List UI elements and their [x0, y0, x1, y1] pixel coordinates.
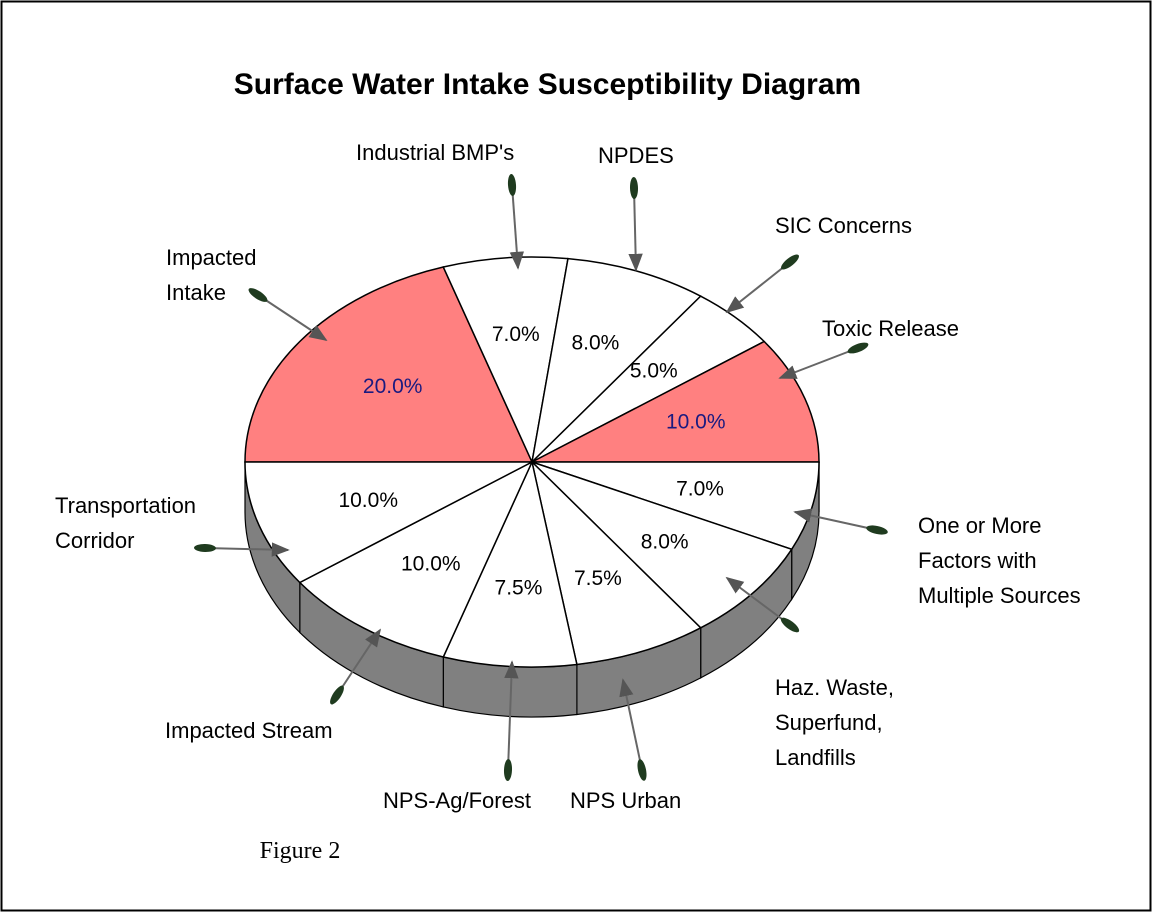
category-label: Toxic Release	[822, 316, 959, 341]
category-label: Industrial BMP's	[356, 140, 515, 165]
arrow-feather	[637, 759, 647, 781]
arrow-feather	[503, 759, 513, 781]
arrow-feather	[248, 288, 268, 302]
value-label: 7.0%	[676, 477, 724, 500]
pointer-arrow	[336, 628, 381, 696]
value-label: 7.0%	[492, 323, 540, 346]
pie-slice	[531, 461, 820, 551]
pointer-arrow	[778, 347, 859, 379]
pie-slice	[244, 461, 533, 584]
caption: Figure 2	[259, 838, 341, 864]
category-label: NPS Urban	[570, 788, 682, 813]
pointer-arrow	[725, 261, 791, 314]
arrow-feather	[194, 543, 216, 553]
category-label: Haz. Waste, Superfund, Landfills	[775, 675, 894, 770]
arrow-feather	[781, 254, 799, 270]
category-label: One or More Factors with Multiple Source…	[918, 513, 1081, 608]
arrow-feather	[330, 685, 344, 705]
value-label: 7.5%	[574, 567, 622, 590]
pointer-arrow	[793, 508, 878, 531]
category-label: Impacted Stream	[165, 718, 333, 743]
pie-slice	[531, 340, 820, 463]
value-label: 10.0%	[401, 552, 461, 575]
value-label: 10.0%	[338, 489, 398, 512]
pointer-arrow	[725, 576, 791, 626]
value-label: 5.0%	[630, 360, 678, 383]
category-label: NPS-Ag/Forest	[383, 788, 531, 813]
value-label: 7.5%	[495, 576, 543, 599]
value-label: 10.0%	[666, 410, 726, 433]
pie-slice	[442, 256, 569, 465]
pie-slice	[244, 266, 534, 463]
pie-slice	[298, 460, 534, 658]
arrow-feather	[629, 177, 639, 199]
pie-slice	[530, 459, 702, 666]
pointer-arrow	[509, 184, 525, 270]
value-label: 8.0%	[571, 331, 619, 354]
pointer-arrow	[628, 187, 643, 272]
arrow-feather	[866, 525, 888, 535]
value-label: 8.0%	[641, 531, 689, 554]
pointer-arrow	[619, 678, 643, 771]
category-label: NPDES	[598, 143, 674, 168]
category-label: Impacted Intake	[166, 245, 257, 305]
category-label: SIC Concerns	[775, 213, 912, 238]
pointer-arrow	[257, 294, 328, 341]
pointer-arrow	[504, 660, 519, 771]
arrow-feather	[780, 617, 800, 633]
chart-title: Surface Water Intake Susceptibility Diag…	[233, 68, 862, 101]
category-label: Transportation Corridor	[55, 493, 197, 553]
arrow-feather	[507, 174, 517, 196]
value-label: 20.0%	[363, 375, 423, 398]
arrow-feather	[847, 342, 869, 354]
pointer-arrow	[204, 542, 290, 557]
